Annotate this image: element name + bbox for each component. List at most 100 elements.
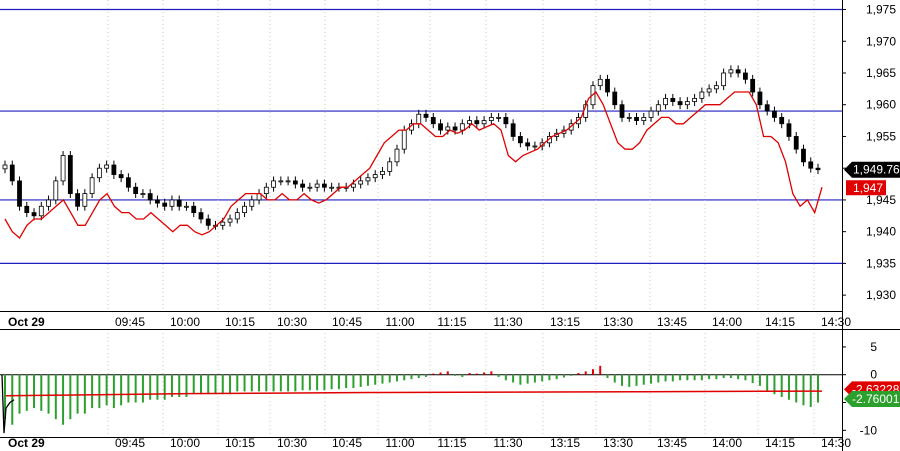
candle-body bbox=[655, 104, 661, 112]
candle-body bbox=[641, 117, 647, 121]
candle-body bbox=[2, 164, 8, 170]
candle-body bbox=[401, 129, 407, 150]
candle-body bbox=[612, 91, 618, 106]
candle-body bbox=[452, 126, 458, 131]
candle-body bbox=[307, 186, 313, 189]
candle-body bbox=[445, 126, 451, 131]
candle-body bbox=[416, 113, 422, 125]
candle-body bbox=[321, 183, 327, 188]
price-x-tick-label: 11:30 bbox=[493, 315, 522, 329]
candle-body bbox=[314, 183, 320, 188]
indicator-value-label-2: -2.76001 bbox=[852, 392, 900, 406]
candle-body bbox=[430, 117, 436, 125]
indicator-y-tick-label: -10 bbox=[860, 423, 878, 437]
candle-body bbox=[459, 123, 465, 131]
candle-body bbox=[67, 155, 73, 194]
candle-body bbox=[205, 218, 211, 226]
indicator-date-label: Oct 29 bbox=[8, 436, 45, 450]
candle-body bbox=[387, 161, 393, 172]
candle-body bbox=[793, 136, 799, 150]
indicator-x-tick-label: 10:45 bbox=[332, 436, 362, 450]
candle-body bbox=[626, 117, 632, 119]
candle-body bbox=[155, 199, 160, 204]
candle-body bbox=[140, 193, 146, 195]
price-x-tick-label: 10:00 bbox=[170, 315, 200, 329]
candle-body bbox=[278, 180, 284, 183]
candle-body bbox=[263, 186, 269, 194]
candle-body bbox=[198, 212, 204, 220]
candle-body bbox=[394, 148, 400, 163]
price-y-tick-label: 1,955 bbox=[866, 129, 896, 143]
candle-body bbox=[423, 113, 429, 118]
candle-body bbox=[488, 117, 494, 121]
price-x-tick-label: 13:45 bbox=[657, 315, 687, 329]
indicator-y-tick-label: 5 bbox=[870, 340, 877, 354]
candle-body bbox=[111, 164, 117, 175]
macd-spike bbox=[1, 374, 15, 434]
candle-body bbox=[670, 97, 676, 102]
candle-body bbox=[619, 104, 625, 118]
candle-body bbox=[467, 120, 472, 125]
candle-body bbox=[510, 123, 516, 137]
candle-body bbox=[735, 69, 741, 74]
candle-body bbox=[162, 202, 168, 207]
candle-body bbox=[605, 78, 610, 93]
candle-body bbox=[750, 78, 756, 93]
price-y-tick-label: 1,935 bbox=[866, 256, 896, 270]
candle-body bbox=[17, 180, 22, 207]
candle-body bbox=[677, 101, 683, 106]
candle-body bbox=[176, 199, 182, 207]
price-x-tick-label: 14:15 bbox=[765, 315, 795, 329]
candle-body bbox=[721, 72, 727, 87]
candle-body bbox=[38, 205, 44, 217]
candle-body bbox=[597, 78, 603, 87]
candle-body bbox=[285, 180, 291, 183]
candle-body bbox=[169, 199, 175, 207]
candle-body bbox=[786, 123, 792, 137]
candle-body bbox=[503, 117, 509, 125]
candle-body bbox=[684, 101, 690, 106]
candle-body bbox=[779, 117, 785, 125]
price-y-tick-label: 1,960 bbox=[866, 98, 896, 112]
candle-body bbox=[271, 180, 276, 188]
price-x-tick-label: 10:45 bbox=[332, 315, 362, 329]
indicator-x-tick-label: 13:15 bbox=[550, 436, 580, 450]
candle-body bbox=[184, 205, 189, 208]
candle-body bbox=[96, 167, 102, 179]
date-label: Oct 29 bbox=[8, 315, 45, 329]
candle-body bbox=[60, 155, 66, 182]
candle-body bbox=[706, 88, 712, 93]
candle-body bbox=[358, 180, 364, 185]
candle-body bbox=[147, 193, 153, 201]
candle-body bbox=[104, 164, 110, 169]
indicator-value-badge-2 bbox=[844, 391, 900, 408]
candle-body bbox=[191, 205, 197, 214]
candle-body bbox=[75, 193, 80, 207]
candle-body bbox=[351, 183, 356, 188]
candle-body bbox=[663, 97, 668, 106]
secondary-price-label: 1,947 bbox=[853, 181, 883, 195]
price-x-tick-label: 13:15 bbox=[550, 315, 580, 329]
candle-body bbox=[634, 117, 639, 121]
price-x-tick-label: 11:15 bbox=[437, 315, 466, 329]
indicator-x-tick-label: 14:15 bbox=[765, 436, 795, 450]
candle-body bbox=[46, 199, 51, 207]
indicator-x-tick-label: 10:00 bbox=[170, 436, 200, 450]
price-panel bbox=[0, 0, 842, 311]
candle-body bbox=[743, 72, 748, 80]
candle-body bbox=[89, 177, 95, 194]
indicator-x-tick-label: 10:30 bbox=[277, 436, 307, 450]
candle-body bbox=[118, 174, 124, 179]
candle-body bbox=[532, 145, 538, 148]
candle-body bbox=[227, 218, 233, 223]
candle-body bbox=[728, 69, 734, 74]
indicator-x-tick-label: 11:30 bbox=[493, 436, 522, 450]
indicator-x-tick-label: 14:30 bbox=[821, 436, 851, 450]
candle-body bbox=[9, 164, 15, 182]
candle-body bbox=[292, 180, 298, 185]
price-x-tick-label: 13:30 bbox=[603, 315, 633, 329]
candle-body bbox=[496, 117, 502, 119]
candle-body bbox=[808, 161, 814, 169]
candle-body bbox=[525, 142, 531, 147]
